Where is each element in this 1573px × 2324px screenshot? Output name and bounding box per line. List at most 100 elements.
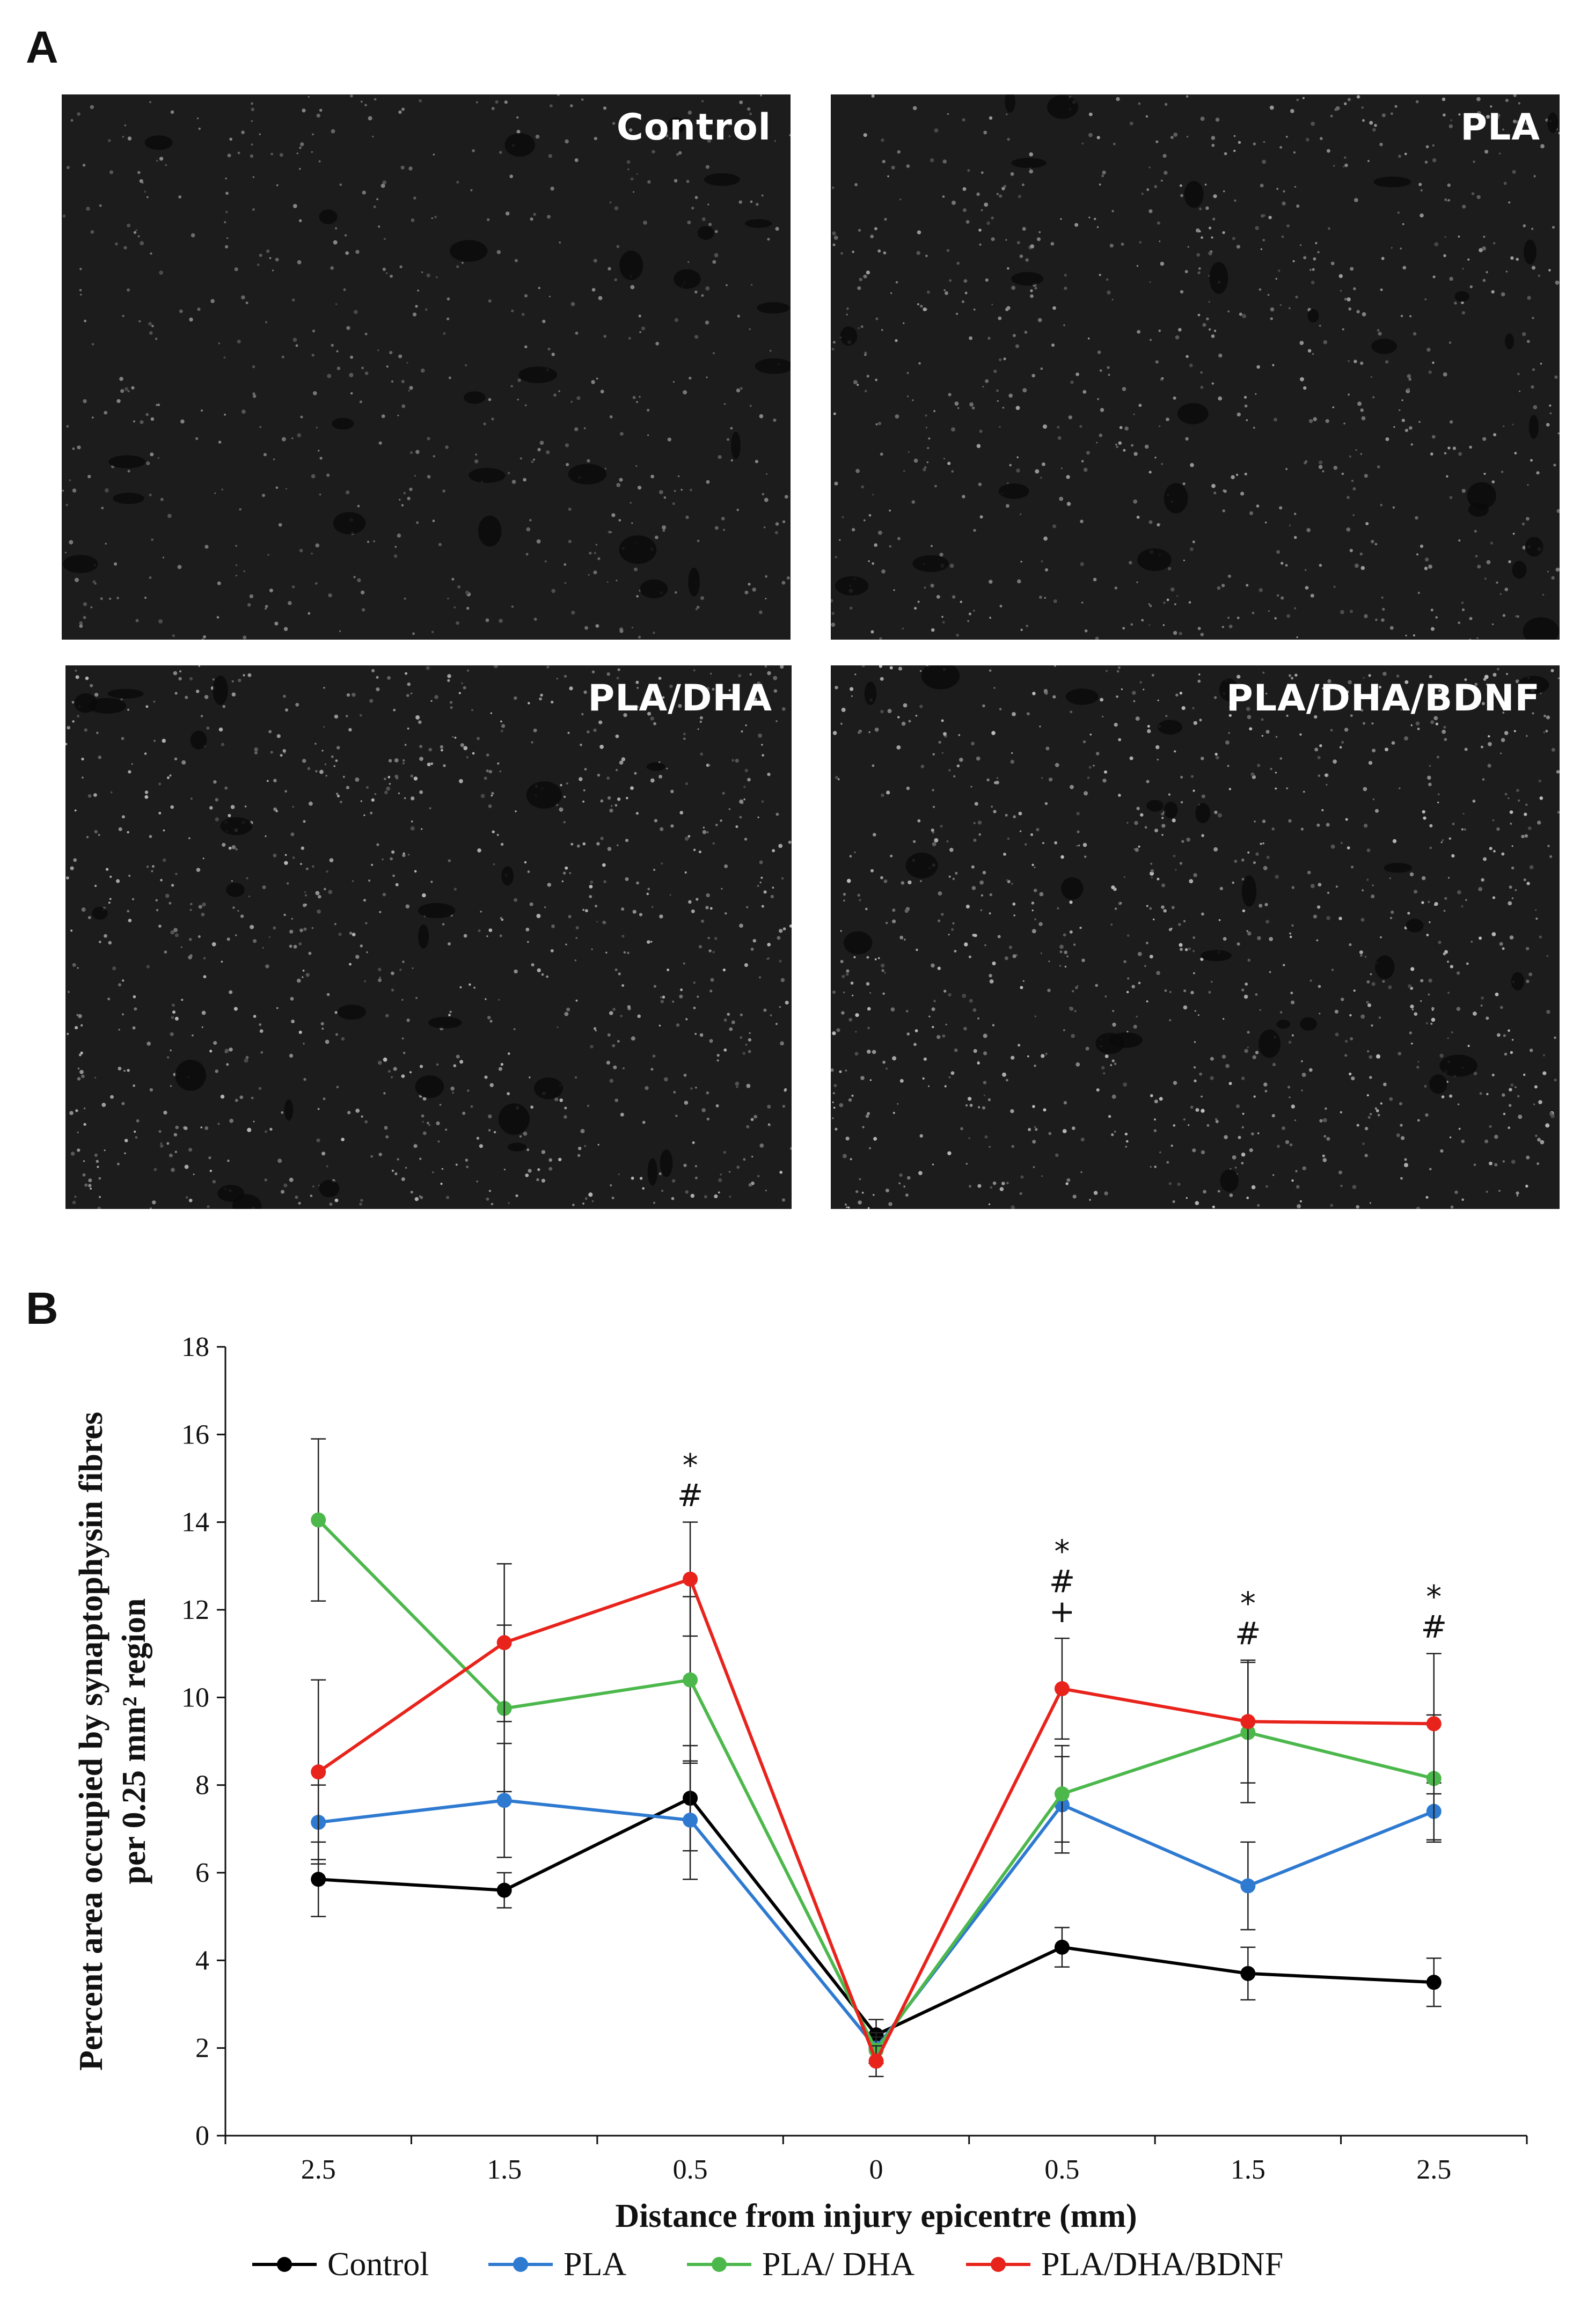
speckle bbox=[1161, 824, 1166, 828]
speckle bbox=[1262, 159, 1266, 164]
speckle bbox=[1264, 903, 1268, 906]
speckle bbox=[195, 437, 199, 441]
speckle bbox=[781, 1198, 786, 1202]
speckle bbox=[880, 876, 883, 879]
speckle bbox=[595, 624, 599, 628]
speckle bbox=[247, 673, 252, 677]
speckle bbox=[831, 599, 833, 603]
speckle bbox=[408, 390, 410, 392]
speckle bbox=[320, 1022, 324, 1025]
speckle bbox=[1515, 615, 1518, 618]
speckle bbox=[1512, 119, 1517, 123]
speckle bbox=[499, 151, 502, 154]
speckle bbox=[587, 730, 590, 734]
speckle bbox=[364, 1120, 368, 1124]
speckle bbox=[118, 827, 122, 831]
speckle bbox=[503, 1168, 506, 1171]
speckle bbox=[309, 801, 313, 806]
speckle bbox=[1358, 700, 1362, 703]
speckle bbox=[564, 675, 567, 678]
speckle bbox=[1461, 489, 1466, 493]
speckle bbox=[1066, 1178, 1071, 1182]
speckle bbox=[1201, 1150, 1205, 1155]
speckle bbox=[1432, 361, 1435, 364]
speckle bbox=[300, 415, 303, 419]
speckle bbox=[1114, 723, 1118, 727]
speckle bbox=[635, 680, 639, 684]
speckle bbox=[1198, 230, 1201, 233]
speckle bbox=[887, 175, 889, 178]
speckle bbox=[707, 138, 711, 143]
speckle bbox=[149, 331, 153, 335]
speckle bbox=[1437, 801, 1439, 804]
speckle bbox=[659, 490, 663, 494]
speckle bbox=[831, 348, 835, 351]
speckle bbox=[1194, 1041, 1196, 1043]
speckle bbox=[1011, 1205, 1015, 1209]
speckle bbox=[1400, 314, 1403, 318]
speckle bbox=[1159, 425, 1161, 427]
speckle bbox=[930, 583, 934, 588]
speckle bbox=[1417, 1119, 1420, 1122]
speckle bbox=[1188, 1124, 1190, 1126]
speckle bbox=[1263, 866, 1268, 870]
speckle bbox=[1262, 214, 1265, 217]
speckle bbox=[850, 687, 854, 691]
speckle bbox=[850, 1158, 852, 1161]
speckle bbox=[128, 770, 131, 774]
speckle bbox=[500, 842, 504, 846]
data-point bbox=[311, 1512, 326, 1528]
speckle bbox=[226, 237, 229, 239]
speckle bbox=[1410, 1005, 1414, 1009]
dark-vacuole bbox=[1220, 1169, 1239, 1192]
speckle bbox=[212, 678, 215, 681]
speckle bbox=[855, 1031, 857, 1033]
speckle bbox=[631, 522, 633, 524]
speckle bbox=[621, 907, 625, 911]
dark-vacuole bbox=[113, 493, 144, 504]
speckle bbox=[569, 872, 572, 874]
speckle bbox=[748, 1038, 751, 1042]
speckle bbox=[1305, 460, 1308, 463]
speckle bbox=[393, 1067, 397, 1071]
speckle bbox=[718, 1178, 722, 1182]
speckle bbox=[1537, 1138, 1541, 1142]
speckle bbox=[881, 793, 884, 797]
speckle bbox=[303, 1043, 305, 1045]
speckle bbox=[1112, 1022, 1116, 1027]
speckle bbox=[1111, 298, 1114, 300]
speckle bbox=[1407, 912, 1410, 915]
speckle bbox=[446, 1196, 450, 1199]
dark-vacuole bbox=[428, 1016, 462, 1029]
speckle bbox=[1181, 706, 1186, 710]
speckle bbox=[712, 687, 715, 691]
speckle bbox=[132, 1026, 136, 1030]
speckle bbox=[1255, 1051, 1259, 1054]
speckle bbox=[1244, 404, 1248, 408]
speckle bbox=[100, 597, 103, 600]
speckle bbox=[1296, 204, 1300, 208]
speckle bbox=[658, 677, 662, 680]
speckle bbox=[455, 1163, 458, 1166]
speckle bbox=[354, 310, 358, 314]
speckle bbox=[1360, 709, 1364, 712]
speckle bbox=[759, 1143, 764, 1148]
speckle bbox=[1030, 833, 1033, 836]
speckle bbox=[1224, 1135, 1228, 1139]
speckle bbox=[203, 635, 206, 639]
speckle bbox=[1038, 922, 1043, 926]
speckle bbox=[245, 1055, 249, 1059]
speckle bbox=[1241, 1162, 1244, 1165]
speckle bbox=[1496, 113, 1501, 118]
speckle bbox=[709, 672, 712, 675]
speckle bbox=[1118, 738, 1122, 742]
speckle bbox=[1440, 1149, 1444, 1153]
dark-vacuole bbox=[1429, 1074, 1447, 1094]
speckle bbox=[215, 1069, 218, 1073]
speckle bbox=[959, 758, 963, 762]
speckle bbox=[882, 1060, 886, 1064]
speckle bbox=[215, 798, 219, 802]
speckle bbox=[334, 1198, 339, 1203]
speckle bbox=[1415, 100, 1419, 104]
speckle bbox=[1006, 1182, 1009, 1184]
